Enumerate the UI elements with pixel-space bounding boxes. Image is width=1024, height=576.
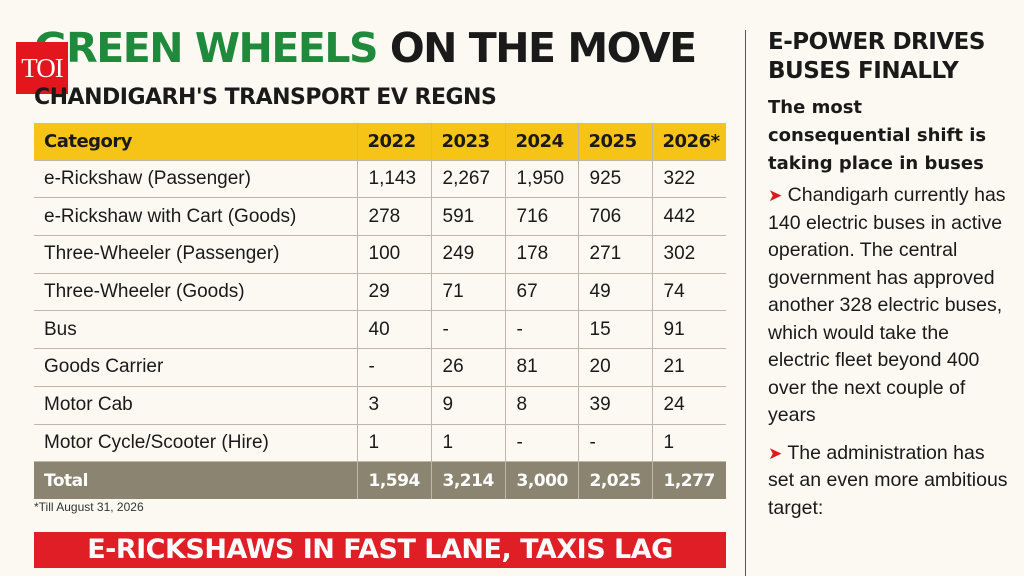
value-cell: 29 [356, 273, 431, 312]
total-value-cell: 1,277 [651, 461, 726, 499]
value-cell: - [504, 310, 578, 350]
value-cell: 271 [577, 235, 652, 274]
value-cell: 591 [430, 197, 505, 237]
sidebar-lead: The most consequential shift is taking p… [768, 97, 987, 174]
value-cell: - [577, 424, 652, 463]
column-header-year: 2026* [651, 123, 726, 161]
value-cell: - [356, 348, 431, 387]
value-cell: 71 [430, 273, 505, 312]
sidebar-paragraph-2: ➤ The administration has set an even mor… [768, 440, 1008, 523]
category-cell: Three-Wheeler (Goods) [34, 273, 357, 312]
category-cell: e-Rickshaw (Passenger) [34, 160, 357, 199]
sidebar-story: E-POWER DRIVES BUSES FINALLY The most co… [768, 28, 1008, 532]
value-cell: 26 [430, 348, 505, 387]
table-body: e-Rickshaw (Passenger) 1,143 2,267 1,950 925… [34, 160, 726, 463]
value-cell: 1,143 [356, 160, 431, 199]
value-cell: 40 [356, 310, 431, 350]
category-cell: e-Rickshaw with Cart (Goods) [34, 197, 357, 237]
value-cell: 1,950 [504, 160, 578, 199]
column-header-year: 2024 [504, 123, 578, 161]
category-cell: Motor Cycle/Scooter (Hire) [34, 424, 357, 463]
category-cell: Bus [34, 310, 357, 350]
value-cell: 24 [651, 386, 726, 425]
table-row: Motor Cab 3 9 8 39 24 [34, 386, 726, 425]
headline-dark: ON THE MOVE [389, 24, 697, 72]
value-cell: - [504, 424, 578, 463]
sidebar-paragraph-1: ➤ Chandigarh currently has 140 electric … [768, 182, 1008, 430]
value-cell: 100 [356, 235, 431, 274]
value-cell: 81 [504, 348, 578, 387]
column-header-year: 2022 [356, 123, 431, 161]
value-cell: 706 [577, 197, 652, 237]
headline-green: GREEN WHEELS [34, 24, 379, 72]
table-row: Three-Wheeler (Goods) 29 71 67 49 74 [34, 273, 726, 312]
column-header-category: Category [34, 123, 357, 161]
arrow-bullet-icon: ➤ [768, 186, 783, 205]
value-cell: 1 [356, 424, 431, 463]
headline: GREEN WHEELS ON THE MOVE [34, 22, 754, 74]
value-cell: 39 [577, 386, 652, 425]
arrow-bullet-icon: ➤ [768, 443, 783, 463]
value-cell: 278 [356, 197, 431, 237]
value-cell: 8 [504, 386, 578, 425]
table-row: Goods Carrier -26 81 20 21 [34, 348, 726, 387]
value-cell: 9 [430, 386, 505, 425]
value-cell: 21 [651, 348, 726, 387]
total-value-cell: 2,025 [577, 461, 652, 499]
category-cell: Goods Carrier [34, 348, 357, 387]
value-cell: 302 [651, 235, 726, 274]
table-row: e-Rickshaw with Cart (Goods) 278 591 716 706… [34, 197, 726, 237]
category-cell: Three-Wheeler (Passenger) [34, 235, 357, 274]
footnote: *Till August 31, 2026 [34, 500, 144, 514]
value-cell: 3 [356, 386, 431, 425]
total-label-cell: Total [34, 461, 357, 499]
value-cell: 1 [651, 424, 726, 463]
table-row: Bus 40- -15 91 [34, 310, 726, 350]
value-cell: 91 [651, 310, 726, 350]
value-cell: 49 [577, 273, 652, 312]
table-row: e-Rickshaw (Passenger) 1,143 2,267 1,950 925… [34, 160, 726, 199]
value-cell: 20 [577, 348, 652, 387]
sidebar-title: E-POWER DRIVES BUSES FINALLY [768, 29, 985, 84]
paragraph-text: The administration has set an even more … [768, 441, 1008, 519]
value-cell: 178 [504, 235, 578, 274]
value-cell: 925 [577, 160, 652, 199]
table-row: Motor Cycle/Scooter (Hire) 1 1- -1 [34, 424, 726, 463]
subhead: CHANDIGARH'S TRANSPORT EV REGNS [34, 85, 497, 110]
column-divider [745, 30, 746, 576]
value-cell: 716 [504, 197, 578, 237]
column-header-year: 2025 [577, 123, 652, 161]
column-header-year: 2023 [430, 123, 505, 161]
value-cell: 2,267 [430, 160, 505, 199]
value-cell: 67 [504, 273, 578, 312]
paragraph-text: Chandigarh currently has 140 electric bu… [768, 184, 1006, 426]
value-cell: 442 [651, 197, 726, 237]
table-row: Three-Wheeler (Passenger) 100 249 178 271 302 [34, 235, 726, 274]
value-cell: 1 [430, 424, 505, 463]
total-value-cell: 1,594 [356, 461, 431, 499]
total-value-cell: 3,214 [430, 461, 505, 499]
value-cell: 15 [577, 310, 652, 350]
table-header-row: Category 2022 2023 2024 2025 2026* [34, 123, 726, 161]
total-value-cell: 3,000 [504, 461, 578, 499]
value-cell: 249 [430, 235, 505, 274]
bottom-banner: E-RICKSHAWS IN FAST LANE, TAXIS LAG [34, 532, 726, 568]
value-cell: 322 [651, 160, 726, 199]
toi-logo: TOI [16, 42, 68, 94]
total-row: Total 1,594 3,214 3,000 2,025 1,277 [34, 461, 726, 499]
ev-registrations-table: Category 2022 2023 2024 2025 2026* e-Rickshaw… [34, 123, 726, 499]
value-cell: - [430, 310, 505, 350]
category-cell: Motor Cab [34, 386, 357, 425]
value-cell: 74 [651, 273, 726, 312]
